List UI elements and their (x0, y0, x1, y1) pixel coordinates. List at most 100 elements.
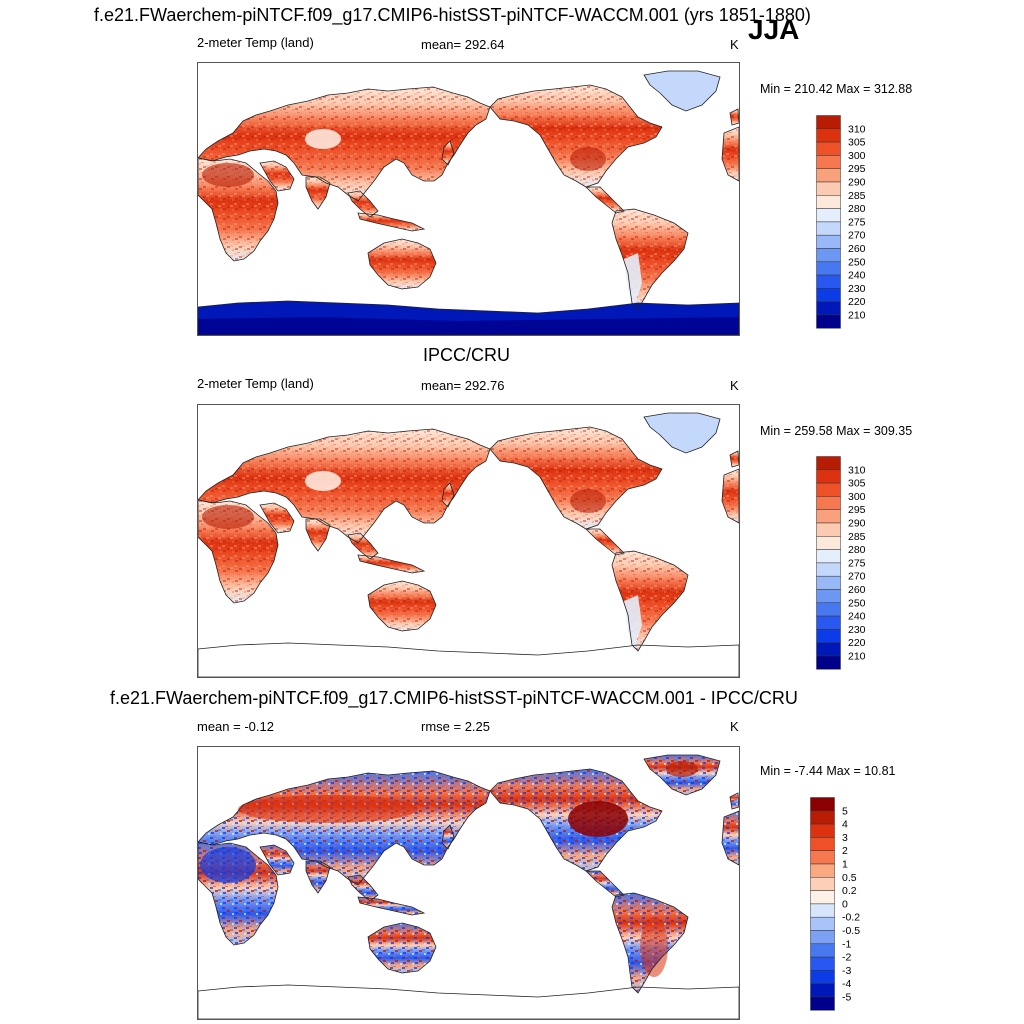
coastline-india (305, 176, 331, 210)
obs-minmax-label: Min = 259.58 Max = 309.35 (760, 424, 913, 438)
coastline-camerica (585, 186, 625, 214)
andes-cool-region (624, 253, 642, 307)
andes-cool-region (624, 595, 642, 649)
colorbar-tick-label: 210 (848, 310, 866, 321)
coastline-seasia (347, 532, 379, 560)
land-texture-australia (368, 239, 436, 289)
colorbar-tick-label: -2 (842, 953, 851, 964)
colorbar-tick-label: 0 (842, 899, 848, 910)
coastline-australia (367, 580, 437, 632)
land-texture-arabia (260, 161, 294, 191)
colorbar-swatch (816, 261, 841, 276)
coastline-arabia (259, 844, 295, 876)
coastline-seasia (347, 874, 379, 902)
colorbar-swatch (810, 943, 835, 958)
colorbar-swatch (810, 956, 835, 971)
colorbar-swatch (816, 575, 841, 590)
colorbar-swatch (816, 181, 841, 196)
diff-title: f.e21.FWaerchem-piNTCF.f09_g17.CMIP6-his… (110, 688, 798, 708)
coastline-camerica (585, 528, 625, 556)
coastline-australia (367, 238, 437, 290)
colorbar-swatch (816, 496, 841, 510)
colorbar-tick-label: 270 (848, 231, 866, 242)
land-texture-uk (730, 109, 739, 125)
land-texture-eurasia (198, 429, 490, 543)
colorbar-tick-label: 300 (848, 151, 866, 162)
coastline-japan (441, 824, 455, 850)
coastline-eurasia (198, 428, 491, 544)
colorbar-swatch (816, 642, 841, 657)
south-america-warm-bias (640, 917, 668, 977)
colorbar-swatch (816, 248, 841, 263)
colorbar-tick-label: 3 (842, 833, 848, 844)
obs-units-label: K (730, 378, 739, 393)
colorbar-swatch (816, 128, 841, 143)
colorbar-tick-label: 310 (848, 124, 866, 135)
land-texture-camerica (586, 529, 624, 555)
colorbar-swatch (816, 274, 841, 289)
model-temperature-map (197, 62, 740, 336)
coastline-greenland (643, 754, 721, 796)
coastline-japan (441, 482, 455, 508)
coastline-antarctica (198, 300, 739, 335)
model-field-label: 2-meter Temp (land) (197, 35, 314, 50)
colorbar-swatch (816, 208, 841, 223)
coastline-samerica (611, 550, 689, 652)
colorbar-swatch (810, 916, 835, 931)
colorbar-swatch (810, 930, 835, 945)
land-texture-indonesia (358, 555, 424, 573)
colorbar-swatch (816, 301, 841, 316)
colorbar-tick-label: 240 (848, 271, 866, 282)
colorbar-tick-label: 0.2 (842, 886, 857, 897)
sahara-hot-region (202, 163, 254, 187)
colorbar-swatch (816, 509, 841, 524)
colorbar-tick-label: 5 (842, 806, 848, 817)
coastline-europe_w (721, 810, 739, 866)
land-texture-india (306, 519, 330, 551)
colorbar-tick-label: 275 (848, 558, 866, 569)
coastline-namerica (489, 768, 663, 872)
model-title: f.e21.FWaerchem-piNTCF.f09_g17.CMIP6-his… (94, 5, 811, 25)
obs-mean-label: mean= 292.76 (421, 378, 505, 393)
coastline-india (305, 860, 331, 894)
colorbar-swatch (816, 655, 841, 670)
coastline-indonesia (357, 212, 426, 232)
colorbar-swatch (816, 589, 841, 604)
colorbar-swatch (816, 615, 841, 630)
colorbar-tick-label: 220 (848, 638, 866, 649)
diff-minmax-label: Min = -7.44 Max = 10.81 (760, 764, 896, 778)
obs-field-label: 2-meter Temp (land) (197, 376, 314, 391)
colorbar-tick-label: 250 (848, 257, 866, 268)
colorbar-swatch (810, 996, 835, 1011)
colorbar-swatch (816, 195, 841, 209)
coastline-africa (198, 841, 279, 946)
land-texture-camerica (586, 187, 624, 213)
land-texture-seasia (348, 875, 378, 901)
colorbar-tick-label: -0.2 (842, 913, 860, 924)
greenland-warm-bias (666, 761, 698, 777)
obs-temperature-map (197, 404, 740, 678)
land-texture-namerica (490, 85, 662, 187)
colorbar-swatch (816, 522, 841, 537)
land-texture-eurasia (198, 87, 490, 201)
coastline-arabia (259, 160, 295, 192)
colorbar-swatch (810, 863, 835, 878)
coastline-europe_w (721, 126, 739, 182)
colorbar-tick-label: -5 (842, 992, 851, 1003)
colorbar-tick-label: -1 (842, 939, 851, 950)
land-texture-europe_w (722, 127, 739, 181)
coastline-namerica (489, 84, 663, 188)
colorbar-swatch (816, 482, 841, 497)
coastline-japan (441, 140, 455, 166)
coastline-india (305, 518, 331, 552)
coastline-indonesia (357, 896, 426, 916)
greenland-cold-region (644, 71, 720, 111)
colorbar-tick-label: 290 (848, 177, 866, 188)
coastline-antarctica (198, 984, 739, 1019)
colorbar-swatch (810, 837, 835, 851)
diff-temperature-map (197, 746, 740, 1020)
colorbar-tick-label: 275 (848, 217, 866, 228)
colorbar-tick-label: 280 (848, 545, 866, 556)
colorbar-tick-label: 295 (848, 164, 866, 175)
greenland-cold-region (644, 413, 720, 453)
